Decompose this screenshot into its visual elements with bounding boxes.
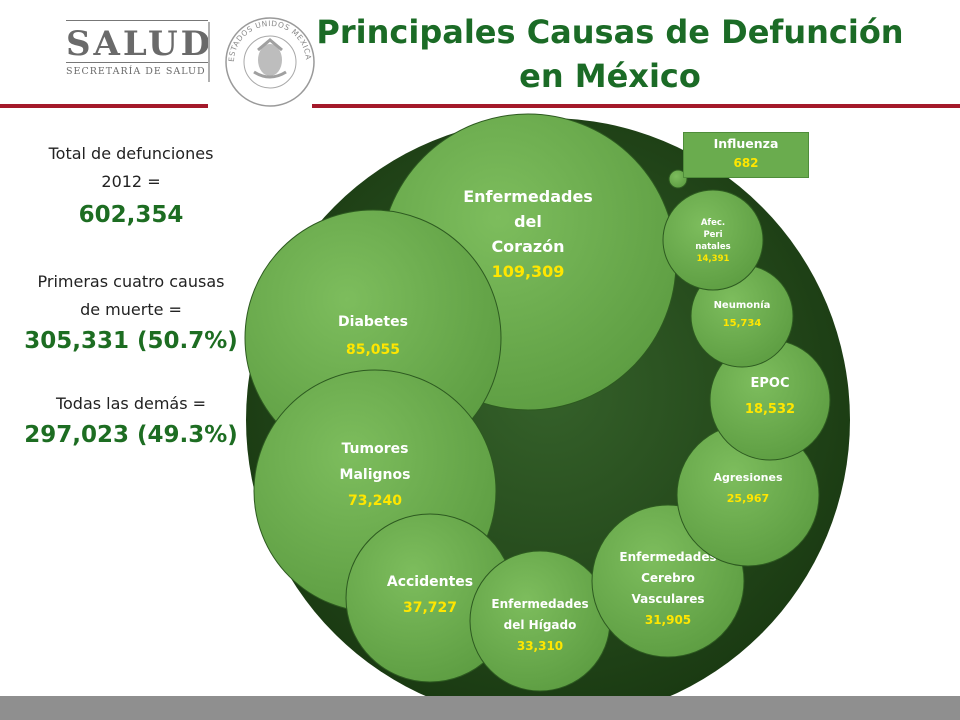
bubble-label-tumores-malignos-2: Malignos bbox=[340, 467, 411, 483]
bubble-label-tumores-malignos-1: Tumores bbox=[342, 441, 409, 457]
first-four-value: 305,331 (50.7%) bbox=[24, 328, 238, 354]
bubble-label-diabetes-1: Diabetes bbox=[338, 314, 408, 330]
bubble-label-enfermedades-del-corazon-1: Enfermedades bbox=[463, 187, 593, 206]
title-line-2: en México bbox=[519, 57, 701, 95]
logo-subtitle: SECRETARÍA DE SALUD bbox=[66, 66, 206, 77]
page-title: Principales Causas de Defunción en Méxic… bbox=[300, 10, 920, 98]
bubble-label-afec-peri-natales-1: Afec. bbox=[701, 218, 725, 228]
bubble-value-diabetes: 85,055 bbox=[346, 342, 400, 358]
title-line-1: Principales Causas de Defunción bbox=[316, 13, 904, 51]
first-four-label-2: de muerte = bbox=[80, 300, 182, 319]
footer-bar bbox=[0, 696, 960, 720]
bubble-value-enfermedades-del-higado: 33,310 bbox=[517, 639, 563, 653]
others-label: Todas las demás = bbox=[55, 394, 207, 413]
logo-word: SALUD bbox=[66, 24, 214, 64]
total-label-1: Total de defunciones bbox=[48, 144, 214, 163]
total-value: 602,354 bbox=[78, 202, 184, 228]
total-deaths-block: Total de defunciones 2012 = 602,354 bbox=[0, 140, 262, 230]
header-rule-right bbox=[312, 104, 960, 108]
bubble-label-enfermedades-del-higado-1: Enfermedades bbox=[491, 597, 588, 611]
logo-divider bbox=[208, 22, 210, 82]
mexican-seal-icon: ESTADOS UNIDOS MEXICANOS bbox=[220, 10, 315, 107]
bubble-value-tumores-malignos: 73,240 bbox=[348, 493, 402, 509]
bubble-value-enfermedades-del-corazon: 109,309 bbox=[492, 262, 565, 281]
bubble-label-agresiones-1: Agresiones bbox=[714, 471, 783, 484]
others-value: 297,023 (49.3%) bbox=[24, 422, 238, 448]
first-four-block: Primeras cuatro causas de muerte = 305,3… bbox=[0, 268, 262, 356]
bubble-label-neumonia-1: Neumonía bbox=[714, 299, 771, 311]
influenza-label: Influenza bbox=[713, 136, 779, 151]
bubble-label-enfermedades-del-corazon-2: del bbox=[514, 212, 542, 231]
total-label-2: 2012 = bbox=[101, 172, 161, 191]
bubble-label-enfermedades-del-higado-2: del Hígado bbox=[504, 618, 577, 632]
logo-rule-mid bbox=[66, 62, 208, 63]
bubble-value-agresiones: 25,967 bbox=[727, 492, 769, 505]
bubble-label-epoc-1: EPOC bbox=[751, 376, 790, 391]
bubble-label-afec-peri-natales-3: natales bbox=[695, 242, 730, 252]
salud-logo: SALUD SECRETARÍA DE SALUD bbox=[28, 18, 218, 90]
logo-rule-top bbox=[66, 20, 208, 21]
bubble-label-enfermedades-del-corazon-3: Corazón bbox=[491, 237, 564, 256]
bubble-value-enfermedades-cerebro-vasculares: 31,905 bbox=[645, 613, 691, 627]
bubble-value-epoc: 18,532 bbox=[745, 402, 795, 417]
influenza-callout: Influenza 682 bbox=[683, 132, 809, 178]
bubble-afec-peri-natales bbox=[662, 189, 764, 291]
bubble-label-enfermedades-cerebro-vasculares-2: Cerebro bbox=[641, 571, 695, 585]
bubble-value-accidentes: 37,727 bbox=[403, 600, 457, 616]
bubble-label-afec-peri-natales-2: Peri bbox=[703, 230, 722, 240]
influenza-value: 682 bbox=[733, 156, 759, 170]
bubble-label-accidentes-1: Accidentes bbox=[387, 574, 473, 590]
bubble-group: Enfermedades del Corazón 109,309 Diabetes 85,… bbox=[244, 113, 831, 692]
bubble-label-enfermedades-cerebro-vasculares-1: Enfermedades bbox=[619, 550, 716, 564]
bubble-value-neumonia: 15,734 bbox=[723, 318, 762, 329]
bubble-influenza bbox=[668, 169, 688, 189]
bubble-label-enfermedades-cerebro-vasculares-3: Vasculares bbox=[632, 592, 705, 606]
header-rule-left bbox=[0, 104, 208, 108]
first-four-label-1: Primeras cuatro causas bbox=[37, 272, 225, 291]
bubble-value-afec-peri-natales: 14,391 bbox=[697, 254, 730, 264]
others-block: Todas las demás = 297,023 (49.3%) bbox=[0, 390, 262, 450]
